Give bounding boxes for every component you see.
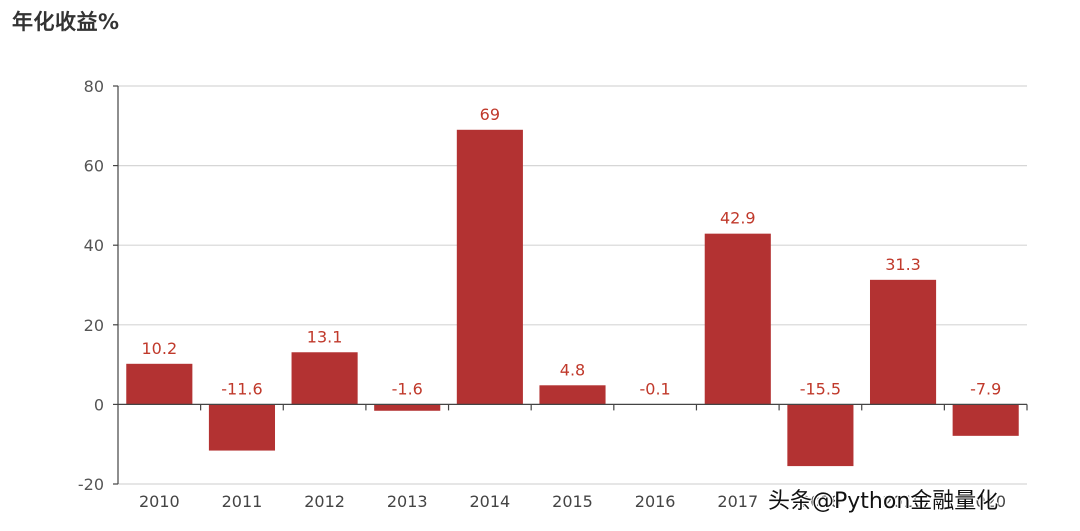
y-tick-label: 0 xyxy=(94,395,104,414)
y-tick-label: 60 xyxy=(84,157,104,176)
bar xyxy=(291,352,358,405)
data-label: 42.9 xyxy=(720,209,756,228)
data-label: -11.6 xyxy=(221,379,262,398)
x-tick-label: 2013 xyxy=(387,492,428,511)
data-label: -0.1 xyxy=(640,379,671,398)
chart-title: 年化收益% xyxy=(12,10,120,34)
x-tick-label: 2019 xyxy=(883,492,924,511)
bar xyxy=(539,385,606,405)
y-tick-label: -20 xyxy=(78,475,104,494)
x-tick-label: 2014 xyxy=(470,492,511,511)
bar xyxy=(704,233,771,405)
x-tick-label: 2016 xyxy=(635,492,676,511)
data-label: 10.2 xyxy=(142,339,178,358)
data-label: -7.9 xyxy=(970,379,1001,398)
x-tick-label: 2018 xyxy=(800,492,841,511)
x-tick-label: 2012 xyxy=(304,492,345,511)
x-tick-label: 2010 xyxy=(139,492,180,511)
x-tick-label: 2020 xyxy=(965,492,1006,511)
x-tick-label: 2011 xyxy=(222,492,263,511)
data-label: 69 xyxy=(480,105,500,124)
bar xyxy=(208,404,276,451)
data-label: 13.1 xyxy=(307,327,343,346)
x-tick-label: 2015 xyxy=(552,492,593,511)
y-tick-label: 40 xyxy=(84,236,104,255)
watermark: 头条@Python金融量化 xyxy=(768,489,999,514)
bar xyxy=(126,363,193,405)
data-label: -1.6 xyxy=(392,379,423,398)
data-label: 4.8 xyxy=(560,360,585,379)
y-tick-label: 80 xyxy=(84,77,104,96)
bar xyxy=(787,404,854,467)
data-label: 31.3 xyxy=(885,255,921,274)
bar xyxy=(952,404,1019,436)
data-label: -15.5 xyxy=(800,379,841,398)
y-tick-label: 20 xyxy=(84,316,104,335)
bar xyxy=(374,404,441,411)
bar xyxy=(456,129,523,405)
bar xyxy=(869,279,937,405)
x-tick-label: 2017 xyxy=(717,492,758,511)
